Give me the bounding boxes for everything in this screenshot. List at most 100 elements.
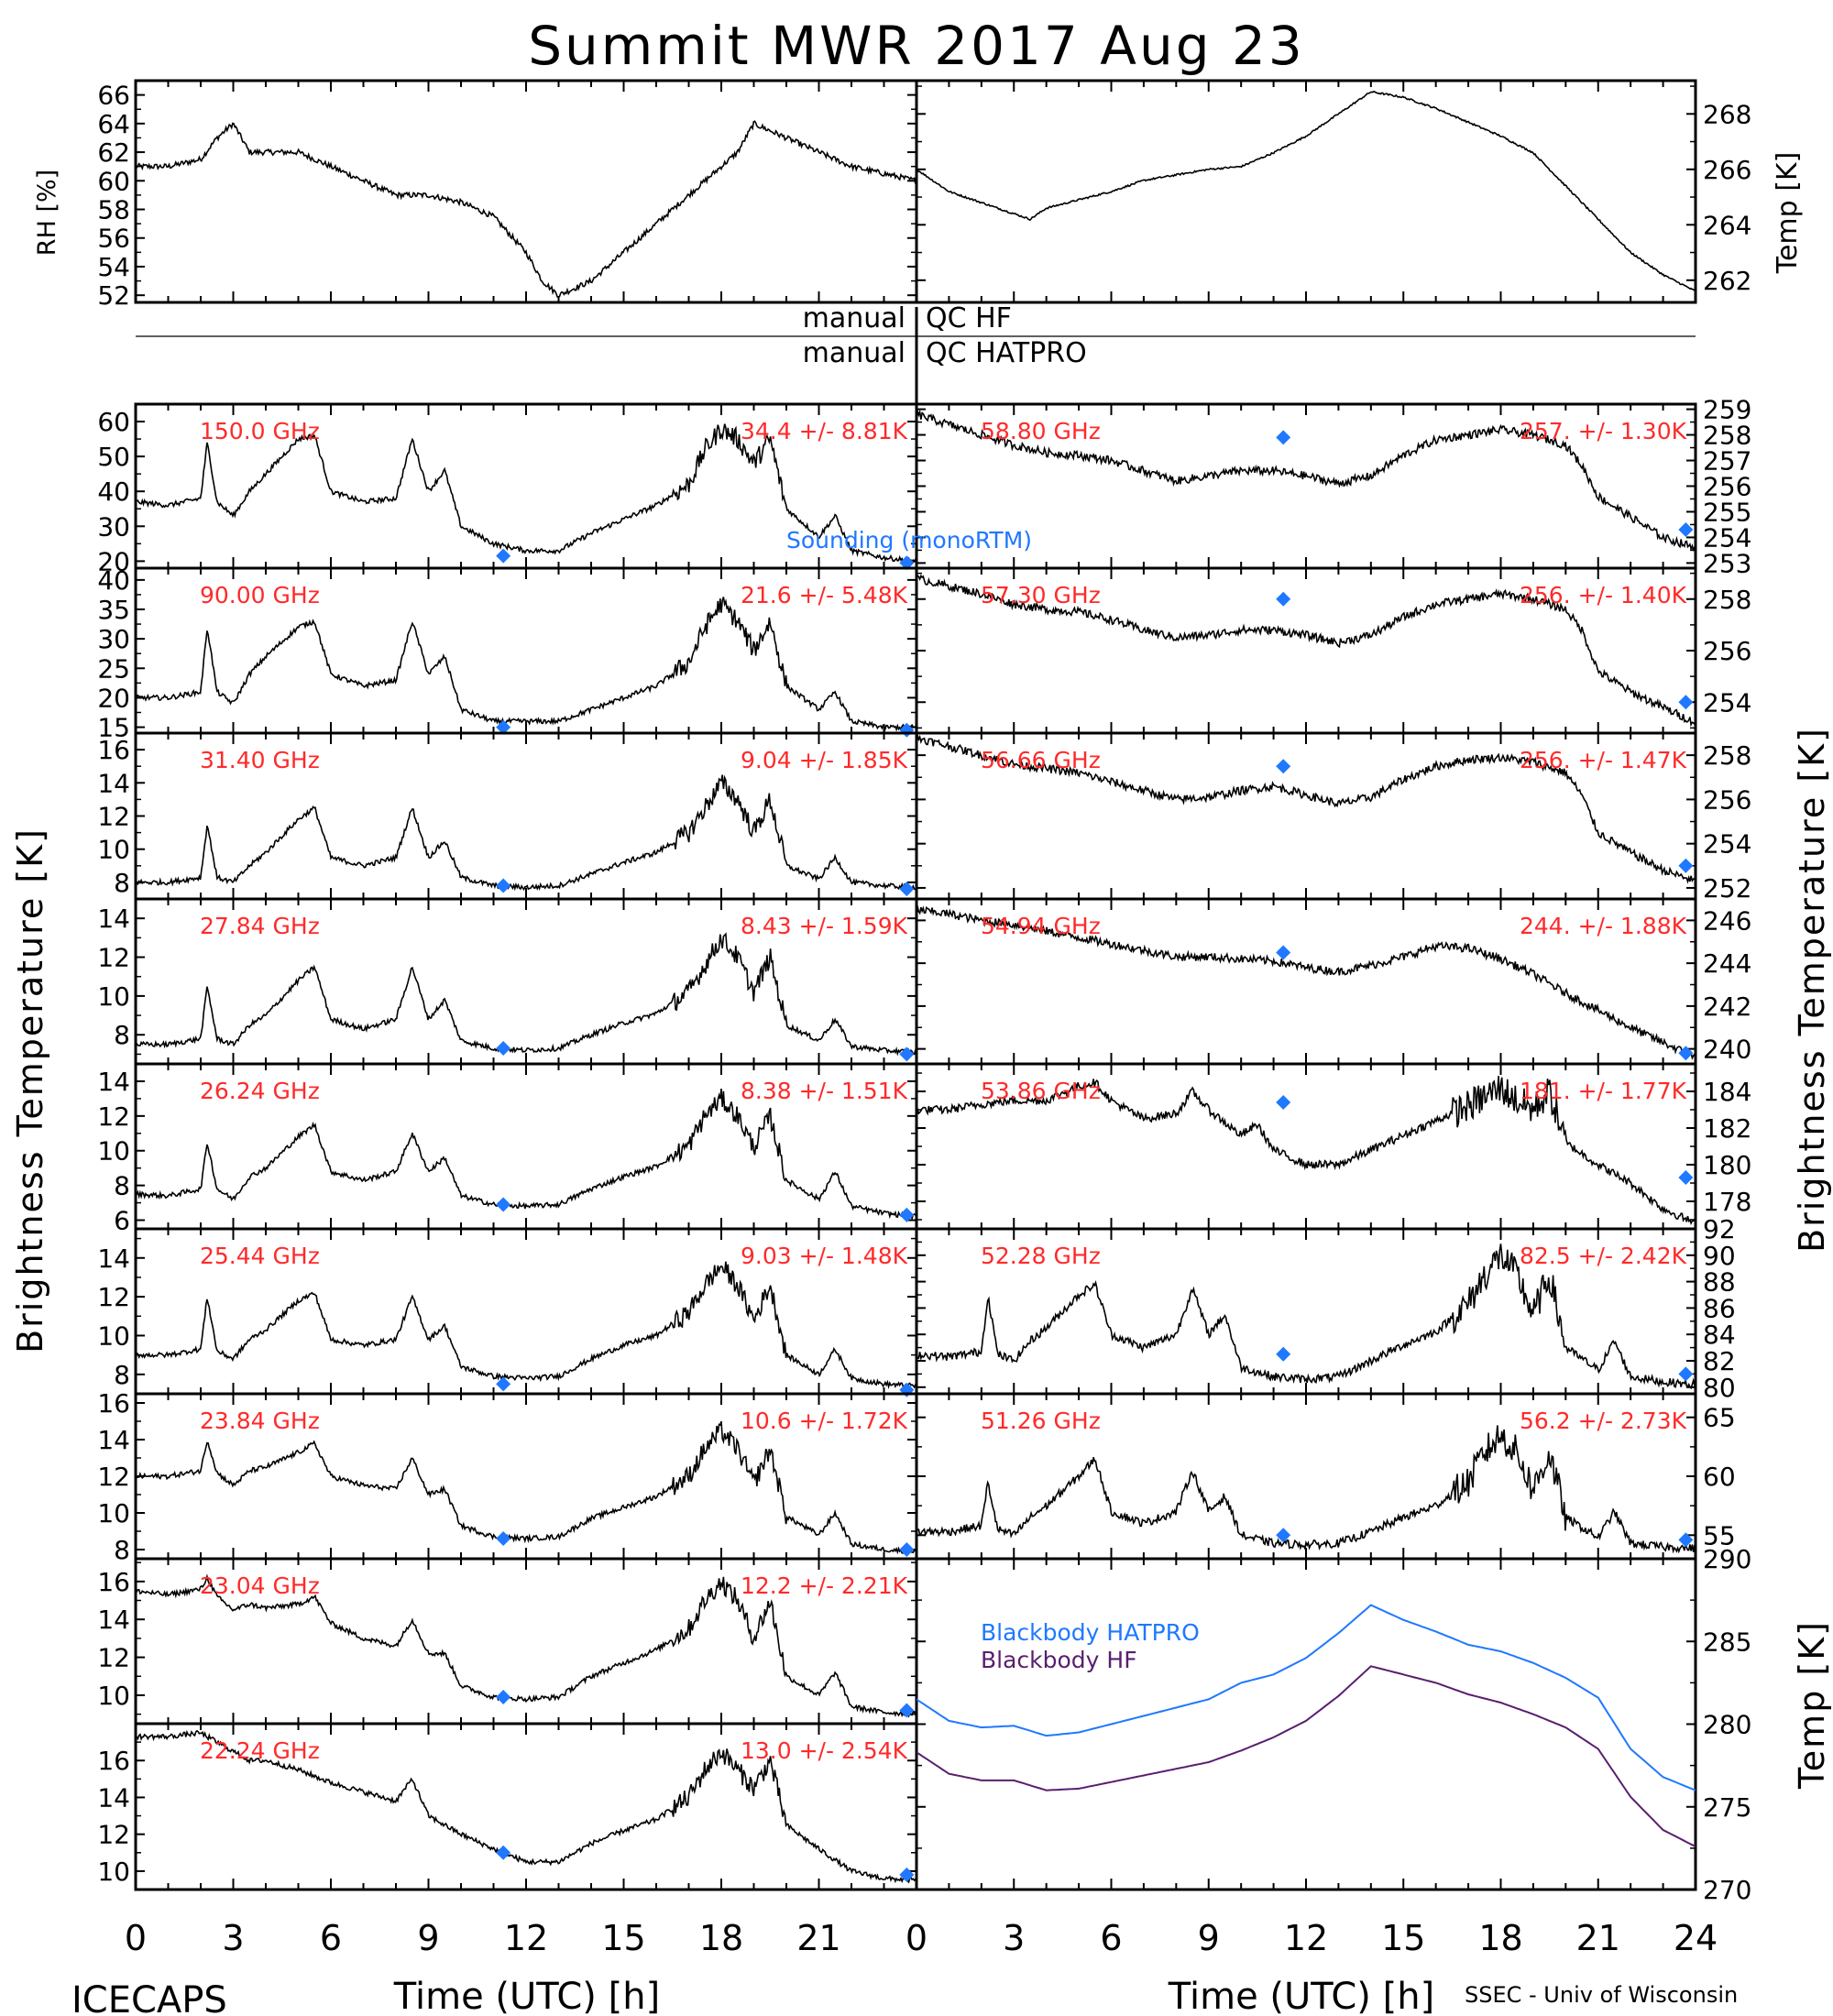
channel-stats: 256. +/- 1.47K bbox=[1520, 747, 1687, 773]
y-tick-label: 256 bbox=[1703, 784, 1751, 815]
sounding-marker bbox=[496, 878, 511, 893]
sounding-marker bbox=[496, 548, 511, 564]
channel-stats: 8.43 +/- 1.59K bbox=[741, 913, 908, 939]
channel-stats: 56.2 +/- 2.73K bbox=[1520, 1408, 1687, 1434]
y-tick-label: 264 bbox=[1703, 210, 1751, 240]
data-trace bbox=[916, 574, 1696, 728]
y-tick-label: 180 bbox=[1703, 1150, 1751, 1180]
y-tick-label: 268 bbox=[1703, 99, 1751, 129]
channel-stats: 8.38 +/- 1.51K bbox=[741, 1078, 908, 1104]
channel-frequency: 150.0 GHz bbox=[200, 418, 320, 444]
qc-hatpro-right-label: QC HATPRO bbox=[926, 337, 1087, 369]
panel-f2784: 8 10 12 14 27.84 GHz 8.43 +/- 1.59K bbox=[97, 897, 918, 1066]
qc-hf-left-label: manual bbox=[803, 302, 906, 334]
panel-f2384: 8 10 12 14 16 23.84 GHz 10.6 +/- 1.72K bbox=[97, 1388, 918, 1565]
y-tick-label: 58 bbox=[97, 195, 130, 225]
y-tick-label: 12 bbox=[97, 1282, 130, 1312]
y-tick-label: 184 bbox=[1703, 1077, 1751, 1107]
data-trace bbox=[916, 905, 1696, 1060]
y-tick-label: 60 bbox=[97, 407, 130, 437]
y-tick-label: 14 bbox=[97, 1067, 130, 1097]
y-tick-label: 66 bbox=[97, 81, 130, 111]
channel-stats: 21.6 +/- 5.48K bbox=[741, 582, 908, 608]
y-tick-label: 12 bbox=[97, 802, 130, 832]
y-tick-label: 6 bbox=[114, 1206, 130, 1236]
panel-f5660: 252 254 256 258 56.66 GHz 256. +/- 1.47K bbox=[915, 731, 1751, 904]
y-tick-label: 20 bbox=[97, 546, 130, 576]
channel-frequency: 53.86 GHz bbox=[981, 1078, 1101, 1104]
series-line-1 bbox=[916, 1665, 1696, 1847]
sounding-marker bbox=[496, 1845, 511, 1860]
data-trace bbox=[136, 1261, 916, 1390]
x-tick-label-left: 0 bbox=[125, 1918, 147, 1958]
x-tick-label-right: 3 bbox=[1003, 1918, 1025, 1958]
qc-area: manual QC HF manual QC HATPRO bbox=[136, 302, 1696, 408]
channel-frequency: 22.24 GHz bbox=[200, 1737, 320, 1764]
channel-stats: 34.4 +/- 8.81K bbox=[741, 418, 908, 444]
y-tick-label: 8 bbox=[114, 1171, 130, 1201]
sounding-marker bbox=[899, 1046, 915, 1062]
panel-f5126: 55 60 65 51.26 GHz 56.2 +/- 2.73K bbox=[915, 1392, 1736, 1561]
y-tick-label: 242 bbox=[1703, 992, 1751, 1022]
sounding-marker bbox=[1678, 1170, 1694, 1185]
x-tick-label-left: 15 bbox=[601, 1918, 645, 1958]
sounding-marker bbox=[1276, 759, 1291, 774]
channel-frequency: 31.40 GHz bbox=[200, 747, 320, 773]
x-tick-label-right: 9 bbox=[1198, 1918, 1220, 1958]
legend-bb-hatpro: Blackbody HATPRO bbox=[981, 1619, 1200, 1646]
panel-f2304: 10 12 14 16 23.04 GHz 12.2 +/- 2.21K bbox=[97, 1557, 918, 1726]
sounding-marker bbox=[1678, 1532, 1694, 1548]
y-tick-label: 10 bbox=[97, 835, 130, 865]
channel-stats: 82.5 +/- 2.42K bbox=[1520, 1243, 1687, 1269]
y-tick-label: 10 bbox=[97, 1681, 130, 1711]
y-tick-label: 12 bbox=[97, 1101, 130, 1132]
y-tick-label: 8 bbox=[114, 1535, 130, 1565]
y-tick-label: 8 bbox=[114, 1360, 130, 1390]
y-tick-label: 60 bbox=[97, 166, 130, 196]
data-trace bbox=[136, 1420, 916, 1555]
channel-frequency: 57.30 GHz bbox=[981, 582, 1101, 608]
sounding-marker bbox=[1276, 1346, 1291, 1362]
channel-frequency: 23.04 GHz bbox=[200, 1572, 320, 1599]
y-tick-label: 10 bbox=[97, 981, 130, 1012]
y-tick-label: 275 bbox=[1703, 1792, 1751, 1823]
footer-left: ICECAPS bbox=[71, 1979, 227, 2016]
channel-frequency: 23.84 GHz bbox=[200, 1408, 320, 1434]
y-tick-label: 280 bbox=[1703, 1710, 1751, 1740]
channel-stats: 13.0 +/- 2.54K bbox=[741, 1737, 908, 1764]
channel-frequency: 54.94 GHz bbox=[981, 913, 1101, 939]
channel-stats: 244. +/- 1.88K bbox=[1520, 913, 1687, 939]
y-tick-label: 12 bbox=[97, 1820, 130, 1850]
y-tick-label: 30 bbox=[97, 624, 130, 654]
channel-frequency: 52.28 GHz bbox=[981, 1243, 1101, 1269]
data-trace bbox=[136, 597, 916, 732]
sounding-marker bbox=[496, 1041, 511, 1057]
sounding-marker bbox=[496, 1690, 511, 1705]
sounding-marker bbox=[899, 1703, 915, 1718]
x-tick-label-left: 12 bbox=[504, 1918, 548, 1958]
y-tick-label: 178 bbox=[1703, 1187, 1751, 1217]
x-tick-label-left: 18 bbox=[699, 1918, 743, 1958]
channel-stats: 10.6 +/- 1.72K bbox=[741, 1408, 908, 1434]
sounding-marker bbox=[899, 555, 915, 571]
panel-frame bbox=[915, 79, 1697, 304]
channel-stats: 181. +/- 1.77K bbox=[1520, 1078, 1687, 1104]
y-tick-label: 55 bbox=[1703, 1520, 1736, 1550]
y-tick-label: 14 bbox=[97, 1425, 130, 1455]
x-tick-label-left: 21 bbox=[796, 1918, 840, 1958]
channel-frequency: 25.44 GHz bbox=[200, 1243, 320, 1269]
x-tick-label-left: 3 bbox=[222, 1918, 244, 1958]
y-tick-label: 52 bbox=[97, 280, 130, 311]
y-tick-label: 258 bbox=[1703, 740, 1751, 771]
panel-f2224: 10 12 14 16 22.24 GHz 13.0 +/- 2.54K bbox=[97, 1722, 918, 1891]
y-tick-label: 256 bbox=[1703, 472, 1751, 502]
sounding-marker bbox=[1678, 695, 1694, 710]
y-tick-label: 10 bbox=[97, 1136, 130, 1167]
y-tick-label: 80 bbox=[1703, 1373, 1736, 1403]
panel-f2624: 6 8 10 12 14 26.24 GHz 8.38 +/- 1.51K bbox=[97, 1062, 918, 1236]
y-tick-label: 254 bbox=[1703, 687, 1751, 718]
y-tick-label: 16 bbox=[97, 1746, 130, 1776]
y-tick-label: 254 bbox=[1703, 522, 1751, 553]
